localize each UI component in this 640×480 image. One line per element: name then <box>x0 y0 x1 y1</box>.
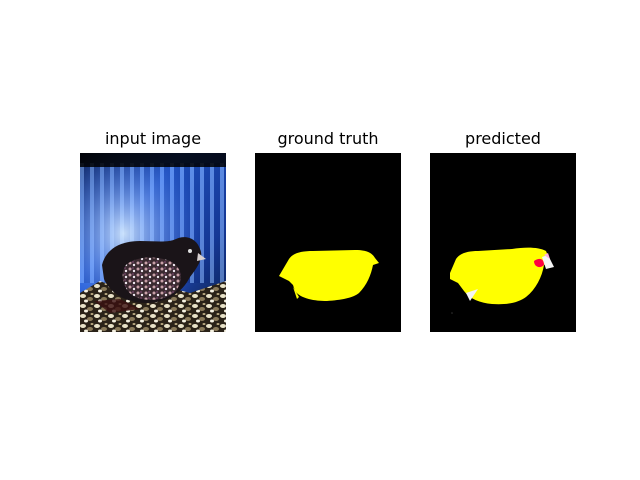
panel-title-input-image: input image <box>104 129 202 148</box>
panel-title-predicted: predicted <box>465 129 541 148</box>
predicted-mask <box>430 153 576 332</box>
input-image-panel: input image <box>80 128 226 332</box>
panel-title-ground-truth: ground truth <box>277 129 379 148</box>
input-image <box>80 153 226 332</box>
ground-truth-panel: ground truth <box>255 128 401 332</box>
predicted-panel: predicted <box>430 128 576 332</box>
ground-truth-mask <box>255 153 401 332</box>
